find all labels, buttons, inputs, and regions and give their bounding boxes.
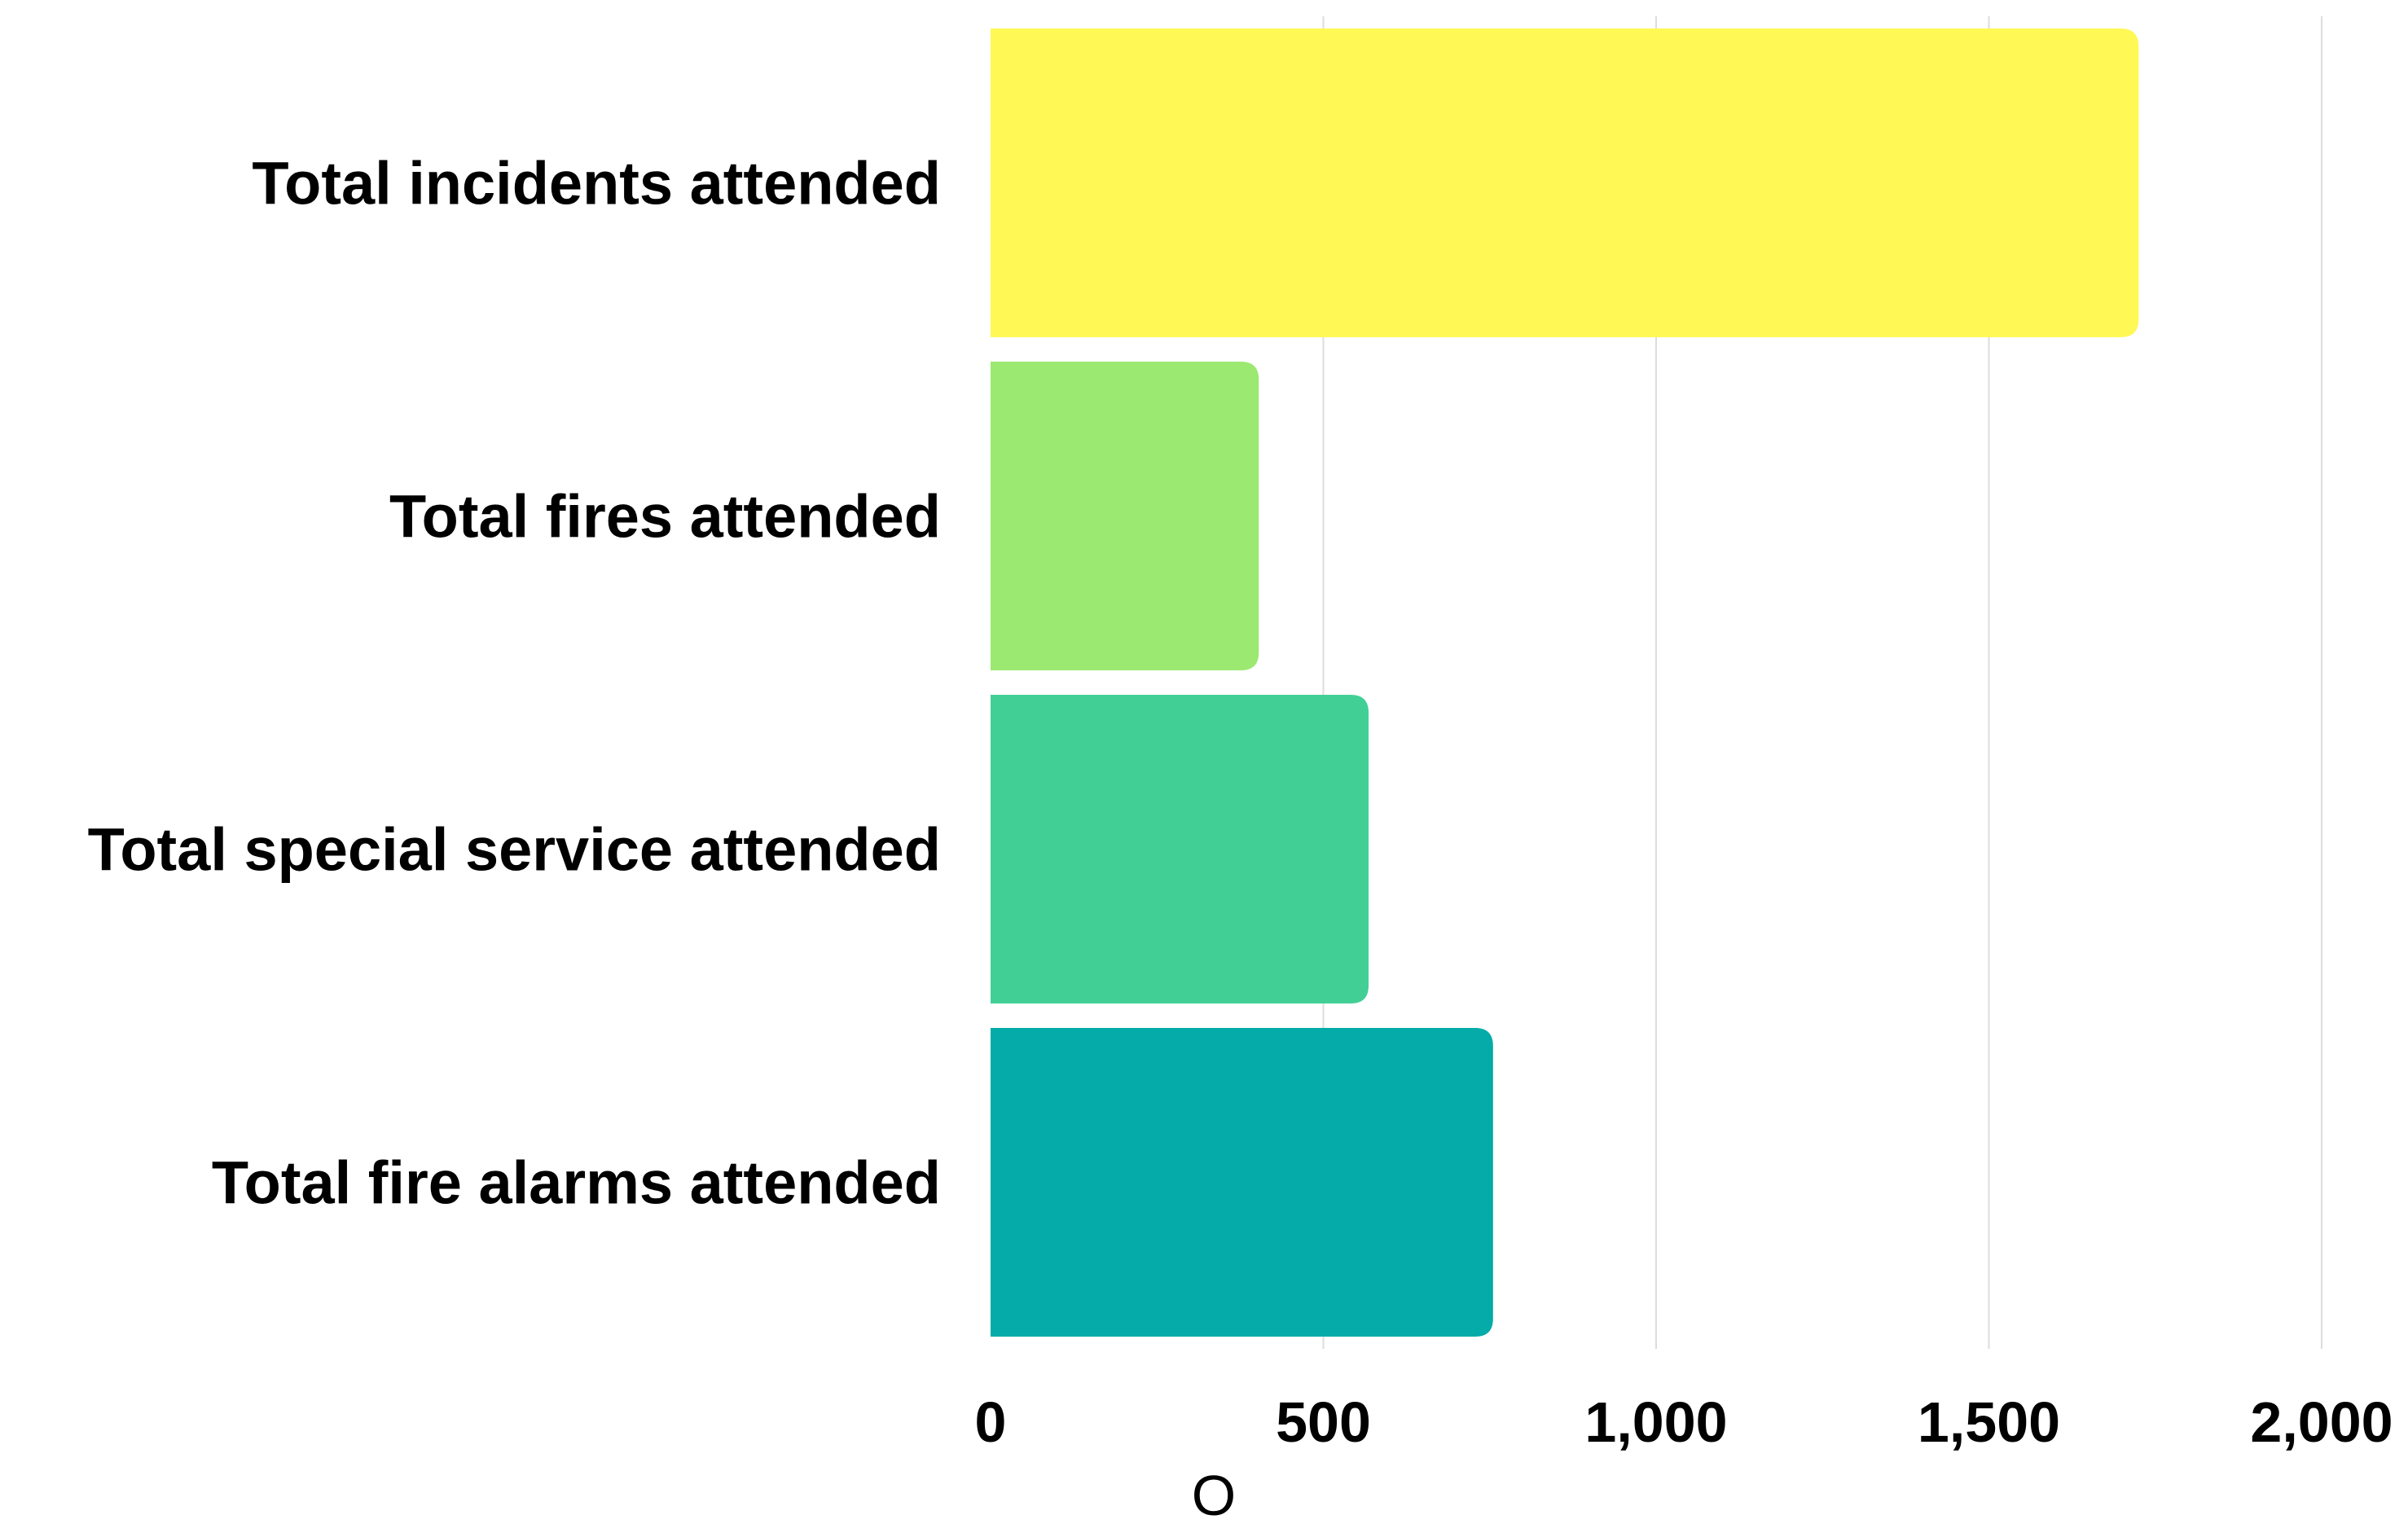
x-tick-label: 500 <box>1276 1390 1371 1454</box>
x-axis-title: O <box>1192 1464 1236 1527</box>
bar <box>991 362 1259 670</box>
bars <box>991 29 2139 1337</box>
category-label: Total fire alarms attended <box>212 1149 941 1217</box>
category-label: Total incidents attended <box>252 150 941 217</box>
category-label: Total special service attended <box>88 816 941 884</box>
x-tick-labels: 0 500 1,000 1,500 2,000 <box>975 1390 2393 1454</box>
bar <box>991 695 1369 1003</box>
x-tick-label: 1,500 <box>1918 1390 2060 1454</box>
bar <box>991 29 2139 337</box>
x-tick-label: 1,000 <box>1584 1390 1727 1454</box>
x-tick-label: 0 <box>975 1390 1007 1454</box>
x-tick-label: 2,000 <box>2250 1390 2393 1454</box>
bar <box>991 1028 1493 1337</box>
category-labels: Total incidents attended Total fires atte… <box>88 150 941 1217</box>
category-label: Total fires attended <box>389 483 941 551</box>
